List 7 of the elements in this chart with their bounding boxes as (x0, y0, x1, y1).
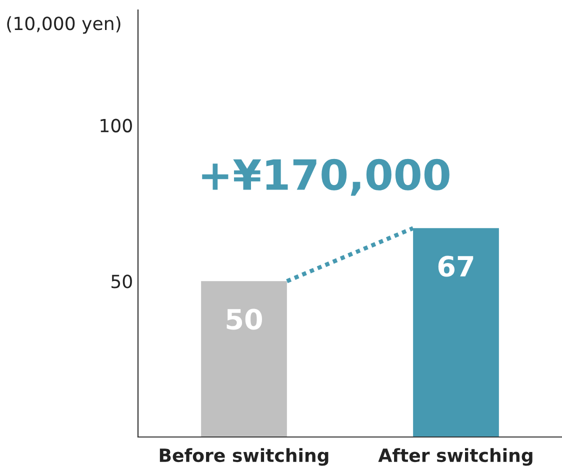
x-tick-label: After switching (378, 448, 532, 466)
data-label: 67 (438, 256, 474, 277)
data-label: 50 (226, 308, 262, 330)
x-tick-label: Before switching (160, 448, 328, 466)
y-tick-label: 100 (100, 118, 132, 132)
annotation: +¥170,000 (202, 158, 450, 196)
y-axis-title: (10,000 yen) (7, 16, 120, 34)
